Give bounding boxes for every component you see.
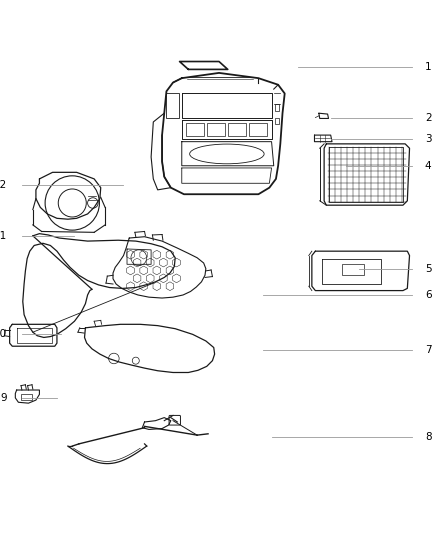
Bar: [186, 123, 204, 136]
Bar: [275, 104, 279, 111]
Bar: [166, 93, 179, 118]
Text: 11: 11: [0, 231, 7, 241]
Bar: [228, 123, 246, 136]
Bar: [207, 123, 225, 136]
Text: 12: 12: [0, 181, 7, 190]
Text: 2: 2: [425, 112, 431, 123]
Bar: [21, 394, 32, 400]
Text: 6: 6: [425, 290, 431, 300]
Bar: [342, 264, 364, 275]
Bar: [249, 123, 267, 136]
Text: 1: 1: [425, 62, 431, 72]
Text: 9: 9: [0, 393, 7, 403]
Text: 10: 10: [0, 329, 7, 340]
Text: 4: 4: [425, 161, 431, 171]
Text: 7: 7: [425, 345, 431, 355]
Text: 3: 3: [425, 134, 431, 144]
Text: 8: 8: [425, 432, 431, 442]
Text: 5: 5: [425, 264, 431, 273]
Bar: [275, 118, 279, 124]
